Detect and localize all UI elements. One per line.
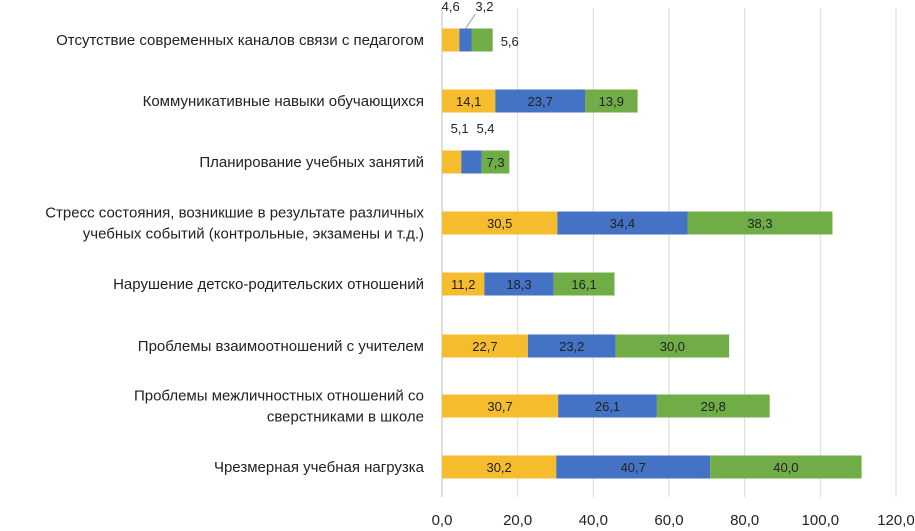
bar-segment bbox=[557, 211, 688, 235]
x-tick-label: 60,0 bbox=[654, 512, 683, 529]
bar-segment bbox=[615, 334, 730, 358]
data-label: 30,7 bbox=[487, 399, 512, 414]
bar-segment bbox=[558, 394, 657, 418]
bar-segment bbox=[656, 394, 770, 418]
category-label: сверстниками в школе bbox=[267, 409, 424, 426]
bar-segment bbox=[471, 28, 493, 52]
data-label: 23,2 bbox=[559, 339, 584, 354]
data-label: 26,1 bbox=[595, 399, 620, 414]
x-axis-ticks: 0,0 20,0 40,0 60,0 80,0 100,0 120,0 bbox=[432, 512, 915, 529]
x-tick-label: 120,0 bbox=[877, 512, 915, 529]
x-tick-label: 80,0 bbox=[730, 512, 759, 529]
bar-segment bbox=[461, 150, 482, 174]
bar-segment bbox=[553, 272, 615, 296]
category-label: Планирование учебных занятий bbox=[199, 154, 424, 171]
bar-segment bbox=[442, 334, 528, 358]
bar-segment bbox=[556, 455, 711, 479]
data-label: 5,1 bbox=[451, 121, 469, 136]
bar-segment bbox=[459, 28, 472, 52]
bar-segment bbox=[687, 211, 833, 235]
bar-segment bbox=[495, 89, 586, 113]
bar-segment bbox=[484, 272, 554, 296]
bar-segment bbox=[585, 89, 638, 113]
category-label: Проблемы межличностных отношений со bbox=[134, 388, 424, 405]
data-label: 34,4 bbox=[610, 216, 635, 231]
bar-segment bbox=[481, 150, 510, 174]
leader-line bbox=[465, 13, 476, 29]
data-labels: 4,6 3,2 5,6 14,1 23,7 13,9 5,1 5,4 7,3 30,5 34,4 38… bbox=[442, 0, 799, 475]
bars bbox=[442, 28, 862, 479]
data-label: 7,3 bbox=[486, 155, 504, 170]
category-label: Чрезмерная учебная нагрузка bbox=[214, 459, 425, 476]
category-labels: Отсутствие современных каналов связи с п… bbox=[45, 32, 424, 476]
data-label: 40,0 bbox=[773, 460, 798, 475]
gridlines bbox=[441, 8, 897, 497]
category-label: Коммуникативные навыки обучающихся bbox=[143, 93, 424, 110]
data-label: 40,7 bbox=[621, 460, 646, 475]
bar-segment bbox=[442, 28, 460, 52]
category-label: учебных событий (контрольные, экзамены и… bbox=[83, 226, 424, 243]
data-label: 38,3 bbox=[747, 216, 772, 231]
bar-segment bbox=[442, 455, 557, 479]
category-label: Стресс состояния, возникшие в результате… bbox=[45, 205, 424, 222]
bar-segment bbox=[527, 334, 616, 358]
data-label: 30,0 bbox=[660, 339, 685, 354]
data-label: 16,1 bbox=[571, 277, 596, 292]
data-label: 11,2 bbox=[451, 277, 475, 292]
x-tick-label: 40,0 bbox=[579, 512, 608, 529]
data-label: 22,7 bbox=[472, 339, 497, 354]
category-label: Нарушение детско-родительских отношений bbox=[113, 276, 424, 293]
data-label: 30,5 bbox=[487, 216, 512, 231]
data-label: 18,3 bbox=[506, 277, 531, 292]
data-label: 30,2 bbox=[486, 460, 511, 475]
data-label: 13,9 bbox=[599, 94, 624, 109]
data-label: 4,6 bbox=[442, 0, 460, 14]
data-label: 29,8 bbox=[701, 399, 726, 414]
bar-segment bbox=[442, 394, 559, 418]
data-label: 14,1 bbox=[456, 94, 481, 109]
x-tick-label: 20,0 bbox=[503, 512, 532, 529]
bar-segment bbox=[442, 89, 496, 113]
x-tick-label: 100,0 bbox=[802, 512, 840, 529]
category-label: Проблемы взаимоотношений с учителем bbox=[138, 338, 424, 355]
bar-segment bbox=[442, 272, 485, 296]
data-label: 23,7 bbox=[528, 94, 553, 109]
data-label: 5,6 bbox=[501, 34, 519, 49]
category-label: Отсутствие современных каналов связи с п… bbox=[56, 32, 424, 49]
bar-segment bbox=[442, 150, 462, 174]
bar-segment bbox=[710, 455, 862, 479]
bar-segment bbox=[442, 211, 558, 235]
x-tick-label: 0,0 bbox=[432, 512, 453, 529]
data-label: 3,2 bbox=[475, 0, 493, 14]
data-label: 5,4 bbox=[476, 121, 494, 136]
